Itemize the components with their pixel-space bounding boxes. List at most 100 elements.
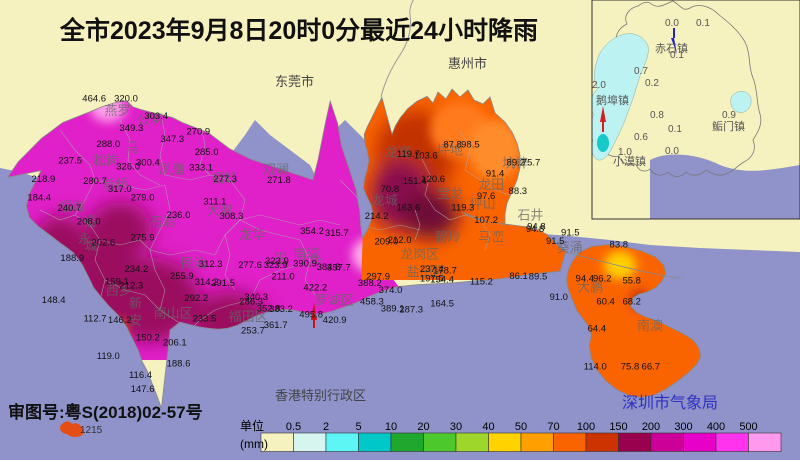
svg-text:422.2: 422.2	[303, 283, 327, 294]
svg-text:20: 20	[417, 421, 429, 433]
svg-text:291.5: 291.5	[211, 278, 235, 289]
svg-text:70: 70	[547, 421, 559, 433]
svg-text:277.6: 277.6	[238, 260, 262, 271]
svg-text:236.0: 236.0	[167, 210, 191, 221]
svg-text:50: 50	[515, 421, 527, 433]
svg-text:326.0: 326.0	[116, 162, 140, 173]
svg-text:0.9: 0.9	[722, 110, 736, 121]
svg-text:70.8: 70.8	[381, 184, 400, 195]
svg-text:390.9: 390.9	[293, 258, 317, 269]
svg-text:347.3: 347.3	[160, 134, 184, 145]
svg-text:320.0: 320.0	[114, 93, 138, 104]
svg-text:罗湖区: 罗湖区	[315, 292, 354, 307]
svg-text:0.1: 0.1	[668, 124, 682, 135]
svg-text:碧玲: 碧玲	[435, 229, 461, 244]
svg-text:2.0: 2.0	[592, 80, 606, 91]
svg-text:86.1: 86.1	[509, 271, 528, 282]
svg-text:100: 100	[577, 421, 595, 433]
svg-text:南澳: 南澳	[637, 318, 663, 333]
svg-text:东莞市: 东莞市	[275, 74, 314, 89]
svg-text:202.6: 202.6	[91, 238, 115, 249]
svg-text:311.1: 311.1	[203, 197, 226, 208]
svg-text:55.8: 55.8	[622, 276, 641, 287]
svg-text:鲘门镇: 鲘门镇	[712, 119, 745, 133]
svg-text:宝龙: 宝龙	[437, 186, 463, 201]
svg-text:237.5: 237.5	[58, 155, 82, 166]
svg-text:146.2: 146.2	[108, 315, 132, 326]
svg-text:83.8: 83.8	[610, 240, 629, 251]
svg-text:233.5: 233.5	[193, 314, 217, 325]
svg-text:212.3: 212.3	[120, 281, 144, 292]
svg-text:150: 150	[609, 421, 627, 433]
svg-text:112.7: 112.7	[83, 314, 106, 325]
svg-text:75.7: 75.7	[522, 157, 541, 168]
svg-text:288.0: 288.0	[96, 139, 120, 150]
svg-text:119.0: 119.0	[97, 351, 120, 362]
svg-text:308.3: 308.3	[220, 211, 244, 222]
svg-text:200: 200	[642, 421, 660, 433]
svg-text:0.5: 0.5	[286, 421, 301, 433]
svg-text:0.8: 0.8	[650, 110, 664, 121]
svg-text:87.8: 87.8	[443, 140, 462, 151]
svg-text:420.9: 420.9	[323, 315, 347, 326]
svg-text:188.9: 188.9	[60, 253, 84, 264]
svg-text:154.4: 154.4	[430, 275, 454, 286]
svg-text:0.2: 0.2	[645, 78, 659, 89]
svg-text:119.3: 119.3	[451, 203, 474, 214]
svg-text:107.2: 107.2	[474, 215, 498, 226]
svg-text:凤凰: 凤凰	[159, 162, 185, 177]
svg-text:116.4: 116.4	[129, 370, 152, 381]
svg-text:374.0: 374.0	[379, 285, 403, 296]
svg-text:115.2: 115.2	[470, 277, 493, 288]
svg-text:277.3: 277.3	[213, 174, 237, 185]
svg-text:1215: 1215	[80, 425, 103, 436]
svg-text:285.0: 285.0	[195, 147, 219, 158]
svg-text:94.4: 94.4	[576, 274, 595, 285]
svg-text:0.6: 0.6	[634, 132, 648, 143]
svg-text:68.2: 68.2	[622, 296, 641, 307]
svg-text:30: 30	[450, 421, 462, 433]
svg-text:300: 300	[674, 421, 692, 433]
svg-text:349.3: 349.3	[120, 123, 144, 134]
svg-text:255.9: 255.9	[170, 271, 194, 282]
svg-text:96.2: 96.2	[593, 274, 612, 285]
svg-text:南山区: 南山区	[154, 306, 193, 321]
svg-text:163.6: 163.6	[397, 203, 421, 214]
svg-text:303.4: 303.4	[144, 111, 168, 122]
svg-text:361.7: 361.7	[264, 320, 288, 331]
svg-text:40: 40	[482, 421, 494, 433]
svg-text:211.0: 211.0	[272, 272, 295, 283]
svg-text:0.7: 0.7	[634, 66, 648, 77]
svg-text:75.8: 75.8	[621, 361, 640, 372]
svg-text:马: 马	[126, 140, 139, 155]
svg-text:271.8: 271.8	[267, 175, 291, 186]
svg-text:275.9: 275.9	[131, 232, 155, 243]
svg-text:0.0: 0.0	[665, 146, 679, 157]
svg-text:60.4: 60.4	[596, 296, 615, 307]
svg-text:94.8: 94.8	[526, 224, 545, 235]
svg-text:287.3: 287.3	[399, 305, 423, 316]
svg-text:2: 2	[323, 421, 329, 433]
svg-text:150.2: 150.2	[136, 333, 160, 344]
svg-text:383.2: 383.2	[269, 304, 293, 315]
svg-text:240.7: 240.7	[58, 203, 82, 214]
svg-text:218.9: 218.9	[32, 174, 56, 185]
svg-text:120.6: 120.6	[421, 174, 445, 185]
svg-text:333.1: 333.1	[189, 163, 213, 174]
svg-text:(mm): (mm)	[240, 437, 268, 451]
svg-text:89.5: 89.5	[529, 272, 548, 283]
svg-text:0.1: 0.1	[696, 18, 710, 29]
svg-text:270.9: 270.9	[186, 126, 210, 137]
svg-text:234.2: 234.2	[125, 264, 149, 275]
svg-text:297.9: 297.9	[366, 272, 390, 283]
svg-text:164.5: 164.5	[430, 298, 454, 309]
svg-text:184.4: 184.4	[27, 193, 51, 204]
svg-text:审图号:粤S(2018)02-57号: 审图号:粤S(2018)02-57号	[8, 402, 203, 422]
svg-text:400: 400	[707, 421, 725, 433]
svg-text:小漠镇: 小漠镇	[613, 154, 646, 168]
svg-text:114.0: 114.0	[584, 361, 607, 372]
svg-text:单位: 单位	[240, 418, 264, 433]
svg-text:464.6: 464.6	[82, 93, 106, 104]
svg-text:98.5: 98.5	[461, 140, 480, 151]
svg-text:292.2: 292.2	[184, 293, 208, 304]
